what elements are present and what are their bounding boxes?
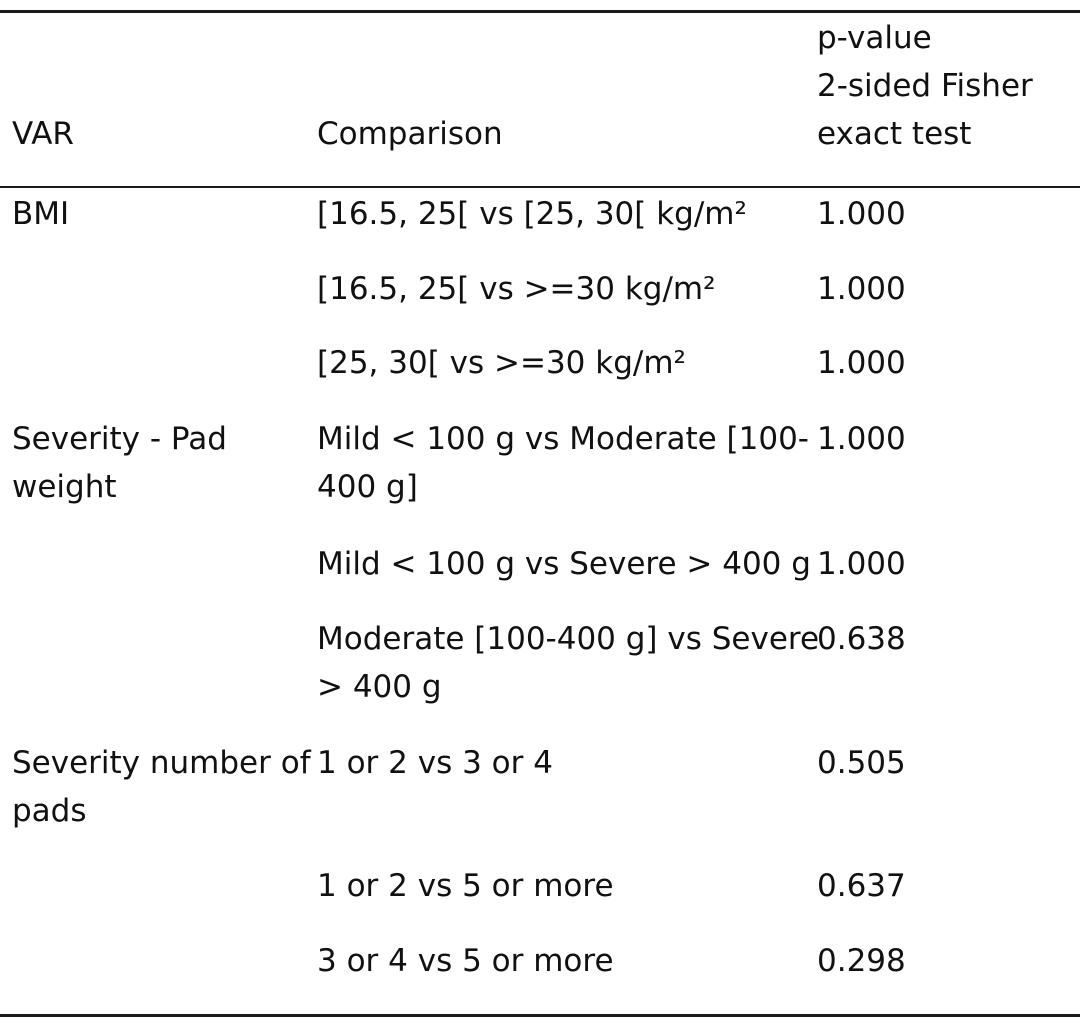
comparison-cell: Mild < 100 g vs Moderate [100- 400 g] — [317, 415, 809, 511]
pvalue-cell-line: 0.637 — [817, 868, 906, 904]
header-comparison: Comparison — [317, 116, 503, 152]
var-cell-line: Severity number of — [12, 745, 311, 781]
var-cell-line: BMI — [12, 196, 70, 232]
comparison-cell-line: > 400 g — [317, 669, 442, 705]
table-top-rule — [0, 10, 1080, 13]
comparison-cell-line: 1 or 2 vs 5 or more — [317, 868, 614, 904]
pvalue-cell: 1.000 — [817, 339, 906, 387]
var-cell-line: Severity - Pad — [12, 421, 227, 457]
comparison-cell-line: [16.5, 25[ vs [25, 30[ kg/m² — [317, 196, 747, 232]
comparison-cell: Moderate [100-400 g] vs Severe > 400 g — [317, 615, 819, 711]
pvalue-cell-line: 0.298 — [817, 943, 906, 979]
comparison-cell-line: Mild < 100 g vs Severe > 400 g — [317, 546, 811, 582]
pvalue-cell-line: 0.505 — [817, 745, 906, 781]
comparison-cell: [16.5, 25[ vs >=30 kg/m² — [317, 265, 716, 313]
comparison-cell: 1 or 2 vs 5 or more — [317, 862, 614, 910]
comparison-cell: [25, 30[ vs >=30 kg/m² — [317, 339, 686, 387]
comparison-cell-line: 1 or 2 vs 3 or 4 — [317, 745, 553, 781]
pvalue-cell-line: 0.638 — [817, 621, 906, 657]
var-cell-line: weight — [12, 469, 117, 505]
comparison-cell: Mild < 100 g vs Severe > 400 g — [317, 540, 811, 588]
table-bottom-rule — [0, 1014, 1080, 1017]
header-pvalue-line: exact test — [817, 116, 972, 152]
header-pvalue-line: 2-sided Fisher — [817, 68, 1033, 104]
pvalue-cell: 0.298 — [817, 937, 906, 985]
pvalue-cell: 0.505 — [817, 739, 906, 787]
header-var: VAR — [12, 116, 74, 152]
comparison-cell-line: [16.5, 25[ vs >=30 kg/m² — [317, 271, 716, 307]
pvalue-cell-line: 1.000 — [817, 196, 906, 232]
pvalue-cell-line: 1.000 — [817, 421, 906, 457]
var-cell: BMI — [12, 190, 69, 238]
var-cell-line: pads — [12, 793, 87, 829]
comparison-cell: 3 or 4 vs 5 or more — [317, 937, 614, 985]
var-cell: Severity number of pads — [12, 739, 311, 835]
header-pvalue-line: p-value — [817, 20, 932, 56]
pvalue-cell: 1.000 — [817, 190, 906, 238]
pvalue-cell-line: 1.000 — [817, 345, 906, 381]
comparison-cell: [16.5, 25[ vs [25, 30[ kg/m² — [317, 190, 747, 238]
comparison-cell: 1 or 2 vs 3 or 4 — [317, 739, 553, 787]
var-cell: Severity - Pad weight — [12, 415, 227, 511]
pvalue-cell: 1.000 — [817, 540, 906, 588]
pvalue-cell: 1.000 — [817, 415, 906, 463]
comparison-cell-line: 3 or 4 vs 5 or more — [317, 943, 614, 979]
header-pvalue: p-value 2-sided Fisher exact test — [817, 14, 1057, 158]
comparison-cell-line: Moderate [100-400 g] vs Severe — [317, 621, 820, 657]
pvalue-cell-line: 1.000 — [817, 546, 906, 582]
comparison-cell-line: [25, 30[ vs >=30 kg/m² — [317, 345, 686, 381]
comparison-cell-line: Mild < 100 g vs Moderate [100- — [317, 421, 809, 457]
pvalue-cell: 1.000 — [817, 265, 906, 313]
pvalue-cell: 0.638 — [817, 615, 906, 663]
comparison-cell-line: 400 g] — [317, 469, 418, 505]
pvalue-cell: 0.637 — [817, 862, 906, 910]
header-separator-rule — [0, 186, 1080, 188]
pvalue-cell-line: 1.000 — [817, 271, 906, 307]
